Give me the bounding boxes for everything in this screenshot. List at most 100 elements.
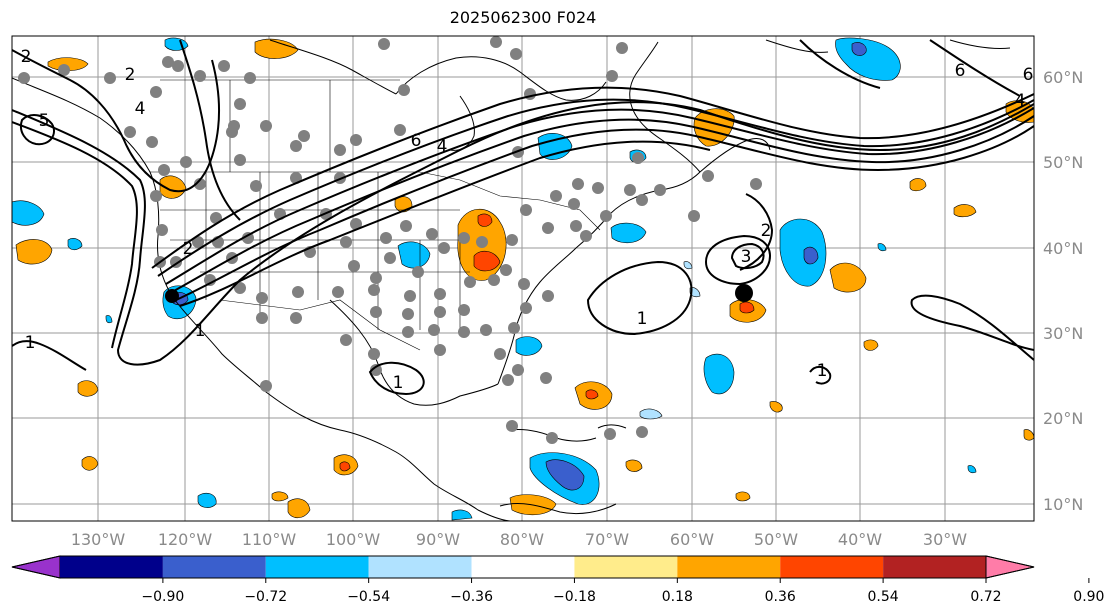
contour-label: 4 [135,99,146,119]
station-marker [234,154,246,166]
station-marker [702,170,714,182]
longitude-label: 30°W [923,530,967,549]
station-marker [340,334,352,346]
station-marker [172,60,184,72]
station-marker [438,242,450,254]
station-marker [194,178,206,190]
station-marker [244,72,256,84]
map-title: 2025062300 F024 [449,8,597,27]
station-marker [616,42,628,54]
station-marker [146,136,158,148]
latitude-label: 40°N [1043,239,1083,258]
station-marker [506,234,518,246]
station-marker [192,236,204,248]
longitude-label: 110°W [242,530,297,549]
station-marker [688,210,700,222]
contour-lines [12,39,1034,396]
station-marker [378,38,390,50]
station-marker [260,120,272,132]
station-marker [290,312,302,324]
longitude-label: 40°W [838,530,882,549]
station-marker [348,260,360,272]
map-frame [11,35,1035,522]
station-marker [412,266,424,278]
longitude-label: 100°W [326,530,381,549]
contour-label: 3 [741,247,752,267]
station-marker [542,290,554,302]
colorbar-segment [780,556,884,578]
contour-label: 4 [437,137,448,157]
station-marker [520,204,532,216]
longitude-label: 130°W [71,530,126,549]
station-marker [518,278,530,290]
station-marker [242,232,254,244]
colorbar-extend-high [985,555,1035,579]
station-marker [476,236,488,248]
station-marker [292,286,304,298]
station-marker [592,182,604,194]
longitude-label: 90°W [416,530,460,549]
station-marker [458,326,470,338]
station-marker [350,134,362,146]
colorbar-segment [883,556,986,578]
station-marker [260,380,272,392]
station-marker [380,232,392,244]
station-marker [368,348,380,360]
positive-anomaly-shading [15,38,1034,519]
station-marker [464,276,476,288]
low-center-marker [165,289,179,303]
station-marker [510,48,522,60]
station-marker [370,272,382,284]
station-marker [234,98,246,110]
latitude-label: 60°N [1043,68,1083,87]
latitude-labels: 60°N 50°N 40°N 30°N 20°N 10°N [1043,68,1083,514]
longitude-label: 50°W [754,530,798,549]
station-marker [480,324,492,336]
colorbar-segment [574,556,678,578]
station-marker [636,194,648,206]
negative-anomaly-shading [12,37,977,521]
contour-label: 1 [817,361,828,381]
station-marker [150,86,162,98]
colorbar-segment [368,556,472,578]
station-marker [458,232,470,244]
station-marker [402,308,414,320]
station-marker [600,210,612,222]
latitude-label: 30°N [1043,324,1083,343]
station-marker [512,364,524,376]
colorbar-segment [162,556,266,578]
latitude-label: 10°N [1043,495,1083,514]
longitude-label: 60°W [670,530,714,549]
contour-label: 1 [195,321,206,341]
station-marker [750,178,762,190]
station-marker [104,72,116,84]
station-marker [624,184,636,196]
colorbar: −0.90 −0.72 −0.54 −0.36 −0.18 0.18 0.36 0.54 0.7… [11,555,1104,605]
station-marker [434,344,446,356]
station-marker [256,312,268,324]
colorbar-segment [471,556,575,578]
station-marker [228,120,240,132]
contour-label: 4 [1015,91,1026,111]
station-marker [370,306,382,318]
station-marker [506,420,518,432]
station-marker [204,274,216,286]
contour-label: 1 [393,373,404,393]
station-marker [540,372,552,384]
station-marker [18,72,30,84]
longitude-labels: 130°W 120°W 110°W 100°W 90°W 80°W 70°W 60°W 50°W… [71,530,967,549]
colorbar-tick-label: −0.72 [244,589,287,605]
colorbar-tick-label: −0.18 [553,589,596,605]
station-marker [290,140,302,152]
station-marker [542,222,554,234]
colorbar-extend-low [11,555,61,579]
station-marker [508,322,520,334]
station-marker [158,164,170,176]
station-marker [434,288,446,300]
contour-label: 6 [1023,65,1034,85]
station-marker [400,220,412,232]
station-marker [298,130,310,142]
colorbar-tick-label: −0.90 [141,589,184,605]
station-marker [194,70,206,82]
